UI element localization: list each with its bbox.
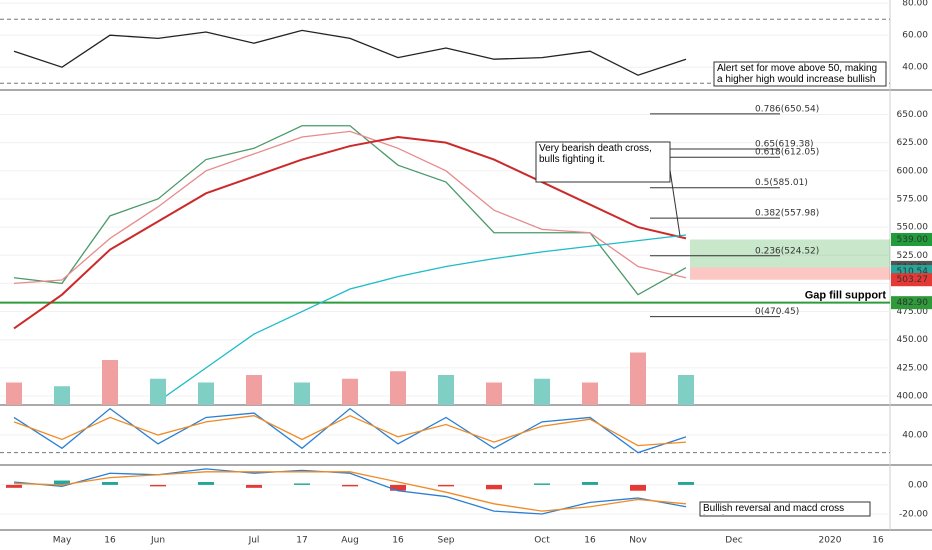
volume-bar [6, 382, 22, 405]
annotation-box [699, 501, 871, 517]
histogram-bar [582, 482, 598, 485]
y-tick-label: 40.00 [902, 431, 928, 441]
series-line [13, 471, 687, 512]
histogram-bar [342, 484, 358, 487]
histogram-bar [438, 484, 454, 487]
x-tick-label: Nov [629, 536, 647, 546]
series-line [13, 130, 687, 285]
annotation-text: Alert set for move above 50, making a hi… [717, 63, 878, 85]
y-tick-label: 525.00 [897, 251, 929, 261]
y-tick-label: 425.00 [897, 363, 929, 373]
x-tick-label: 16 [392, 536, 404, 546]
fib-label: 0.618(612.05) [755, 148, 819, 158]
x-tick-label: 16 [104, 536, 116, 546]
series-line [157, 234, 687, 403]
volume-bar [54, 386, 70, 405]
annotation: Bullish reversal and macd cross imminent [703, 503, 845, 515]
volume-bar [150, 378, 166, 405]
volume-bar [630, 352, 646, 405]
x-tick-label: Jun [150, 536, 165, 546]
histogram-bar [486, 484, 502, 490]
fib-label: 0.236(524.52) [755, 246, 819, 256]
price-tag-label: 539.00 [897, 235, 929, 245]
x-tick-label: 17 [296, 536, 307, 546]
x-tick-label: Jul [248, 536, 260, 546]
series-line [13, 407, 687, 454]
y-tick-label: 60.00 [902, 31, 928, 41]
histogram-bar [150, 484, 166, 487]
y-tick-label: 475.00 [897, 307, 929, 317]
y-tick-label: 0.00 [908, 480, 928, 490]
price-tag [891, 273, 932, 287]
y-tick-label: 40.00 [902, 63, 928, 73]
fib-label: 0.65(619.38) [755, 139, 814, 149]
target-zone [690, 239, 890, 268]
annotation-box [713, 61, 887, 87]
y-tick-label: 575.00 [897, 194, 929, 204]
volume-bar [438, 375, 454, 405]
x-tick-label: 16 [872, 536, 884, 546]
risk-zone [690, 267, 890, 280]
y-tick-label: 650.00 [897, 110, 929, 120]
support-note: Gap fill support [805, 290, 887, 302]
histogram-bar [198, 482, 214, 485]
annotation-pointer [669, 169, 681, 237]
volume-bar [198, 382, 214, 405]
y-tick-label: 625.00 [897, 138, 929, 148]
histogram-bar [54, 480, 70, 485]
volume-bar [294, 382, 310, 405]
volume-bar [390, 371, 406, 405]
series-line [13, 468, 687, 515]
x-tick-label: 16 [584, 536, 596, 546]
annotation-text: Bullish reversal and macd cross imminent [703, 503, 845, 515]
histogram-bar [630, 484, 646, 491]
histogram-bar [390, 484, 406, 491]
y-tick-label: 600.00 [897, 166, 929, 176]
histogram-bar [6, 484, 22, 488]
price-tag [891, 232, 932, 246]
y-tick-label: 400.00 [897, 391, 929, 401]
volume-bar [534, 378, 550, 405]
x-tick-label: 2020 [819, 536, 842, 546]
x-tick-label: Aug [341, 536, 359, 546]
histogram-bar [534, 483, 550, 485]
y-tick-label: 550.00 [897, 223, 929, 233]
volume-bar [102, 360, 118, 405]
x-tick-label: Dec [725, 536, 742, 546]
fib-label: 0.382(557.98) [755, 209, 819, 219]
price-tag-label: 510.54 [897, 267, 929, 277]
y-tick-label: 80.00 [902, 0, 928, 9]
y-tick-label: -20.00 [899, 510, 928, 520]
annotation-box [535, 141, 671, 183]
y-tick-label: 450.00 [897, 335, 929, 345]
annotation-text: Very bearish death cross, bulls fighting… [539, 143, 652, 165]
series-line [13, 29, 687, 76]
histogram-bar [102, 482, 118, 485]
histogram-bar [246, 484, 262, 488]
series-line [13, 136, 687, 330]
annotation: Alert set for move above 50, making a hi… [717, 63, 878, 85]
volume-bar [342, 378, 358, 405]
price-tag [891, 296, 932, 310]
volume-bar [678, 375, 694, 405]
volume-bar [582, 382, 598, 405]
fib-label: 0.5(585.01) [755, 178, 808, 188]
fib-label: 0.786(650.54) [755, 104, 819, 114]
price-tag-label: 503.27 [897, 275, 929, 285]
x-tick-label: Sep [438, 536, 455, 546]
volume-bar [246, 375, 262, 405]
series-line [13, 125, 687, 296]
histogram-bar [678, 482, 694, 485]
x-tick-label: May [53, 536, 72, 546]
series-line [13, 414, 687, 447]
histogram-bar [294, 483, 310, 485]
price-tag-label: 482.90 [897, 298, 929, 308]
x-tick-label: Oct [534, 536, 550, 546]
volume-bar [486, 382, 502, 405]
fib-label: 0(470.45) [755, 307, 799, 317]
annotation: Very bearish death cross, bulls fighting… [539, 143, 652, 165]
